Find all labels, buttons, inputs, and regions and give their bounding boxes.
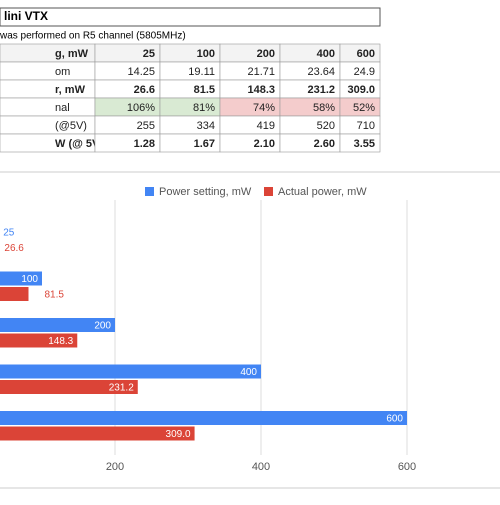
cell-text: 52% bbox=[353, 102, 375, 114]
cell-text: 81.5 bbox=[194, 84, 215, 96]
value-label: 309.0 bbox=[166, 429, 191, 440]
cell-text: 148.3 bbox=[247, 84, 275, 96]
table-cell bbox=[0, 61, 96, 81]
value-label: 600 bbox=[386, 414, 403, 425]
cell-text: 14.25 bbox=[127, 66, 155, 78]
cell-text: 81% bbox=[193, 102, 215, 114]
cell-text: 419 bbox=[257, 120, 275, 132]
table-note: was performed on R5 channel (5805MHz) bbox=[0, 31, 186, 42]
bar bbox=[0, 318, 115, 332]
cell-text: 26.6 bbox=[134, 84, 155, 96]
value-label: 231.2 bbox=[109, 383, 134, 394]
value-label: 200 bbox=[94, 321, 111, 332]
cell-text: 255 bbox=[137, 120, 155, 132]
cell-text: 309.0 bbox=[347, 84, 375, 96]
cell-text: (@5V) bbox=[55, 120, 87, 132]
bar bbox=[0, 271, 42, 286]
cell-text: g, mW bbox=[55, 48, 89, 60]
cell-text: 2.10 bbox=[254, 138, 275, 150]
cell-text: 710 bbox=[357, 120, 375, 132]
value-label: 26.6 bbox=[4, 243, 24, 254]
cell-text: 19.11 bbox=[188, 66, 215, 78]
cell-text: nal bbox=[55, 102, 70, 114]
value-label: 100 bbox=[21, 274, 38, 285]
cell-text: 600 bbox=[357, 48, 375, 60]
x-tick-label: 200 bbox=[106, 461, 124, 473]
value-label: 25 bbox=[3, 228, 15, 239]
cell-text: 231.2 bbox=[307, 84, 335, 96]
x-tick-label: 600 bbox=[398, 461, 416, 473]
x-tick-label: 400 bbox=[252, 461, 270, 473]
cell-text: 106% bbox=[127, 102, 155, 114]
table-title: lini VTX bbox=[4, 9, 48, 23]
legend-label: Actual power, mW bbox=[278, 186, 367, 198]
legend-swatch bbox=[145, 187, 154, 196]
cell-text: 520 bbox=[317, 120, 335, 132]
table-cell bbox=[0, 97, 96, 117]
cell-text: 23.64 bbox=[307, 66, 335, 78]
bar bbox=[0, 411, 407, 425]
value-label: 400 bbox=[240, 367, 257, 378]
bar bbox=[0, 426, 195, 441]
cell-text: 3.55 bbox=[354, 138, 375, 150]
cell-text: 200 bbox=[257, 48, 275, 60]
bar bbox=[0, 333, 78, 348]
title-cell bbox=[0, 7, 381, 27]
cell-text: 334 bbox=[197, 120, 215, 132]
bar bbox=[0, 364, 261, 379]
bar bbox=[0, 380, 138, 394]
value-label: 148.3 bbox=[48, 336, 73, 347]
cell-text: 400 bbox=[317, 48, 335, 60]
cell-text: 25 bbox=[143, 48, 155, 60]
cell-text: om bbox=[55, 66, 70, 78]
legend-label: Power setting, mW bbox=[159, 186, 252, 198]
table-cell bbox=[339, 133, 381, 153]
legend-swatch bbox=[264, 187, 273, 196]
cell-text: 2.60 bbox=[314, 138, 335, 150]
cell-text: W (@ 5V) bbox=[55, 138, 103, 150]
cell-text: 24.9 bbox=[354, 66, 375, 78]
bar bbox=[0, 287, 29, 301]
value-label: 81.5 bbox=[44, 290, 64, 301]
cell-text: 1.67 bbox=[194, 138, 215, 150]
cell-text: 74% bbox=[253, 102, 275, 114]
cell-text: 21.71 bbox=[247, 66, 275, 78]
cell-text: 1.28 bbox=[134, 138, 155, 150]
cell-text: 58% bbox=[313, 102, 335, 114]
cell-text: 100 bbox=[197, 48, 215, 60]
cell-text: r, mW bbox=[55, 84, 86, 96]
